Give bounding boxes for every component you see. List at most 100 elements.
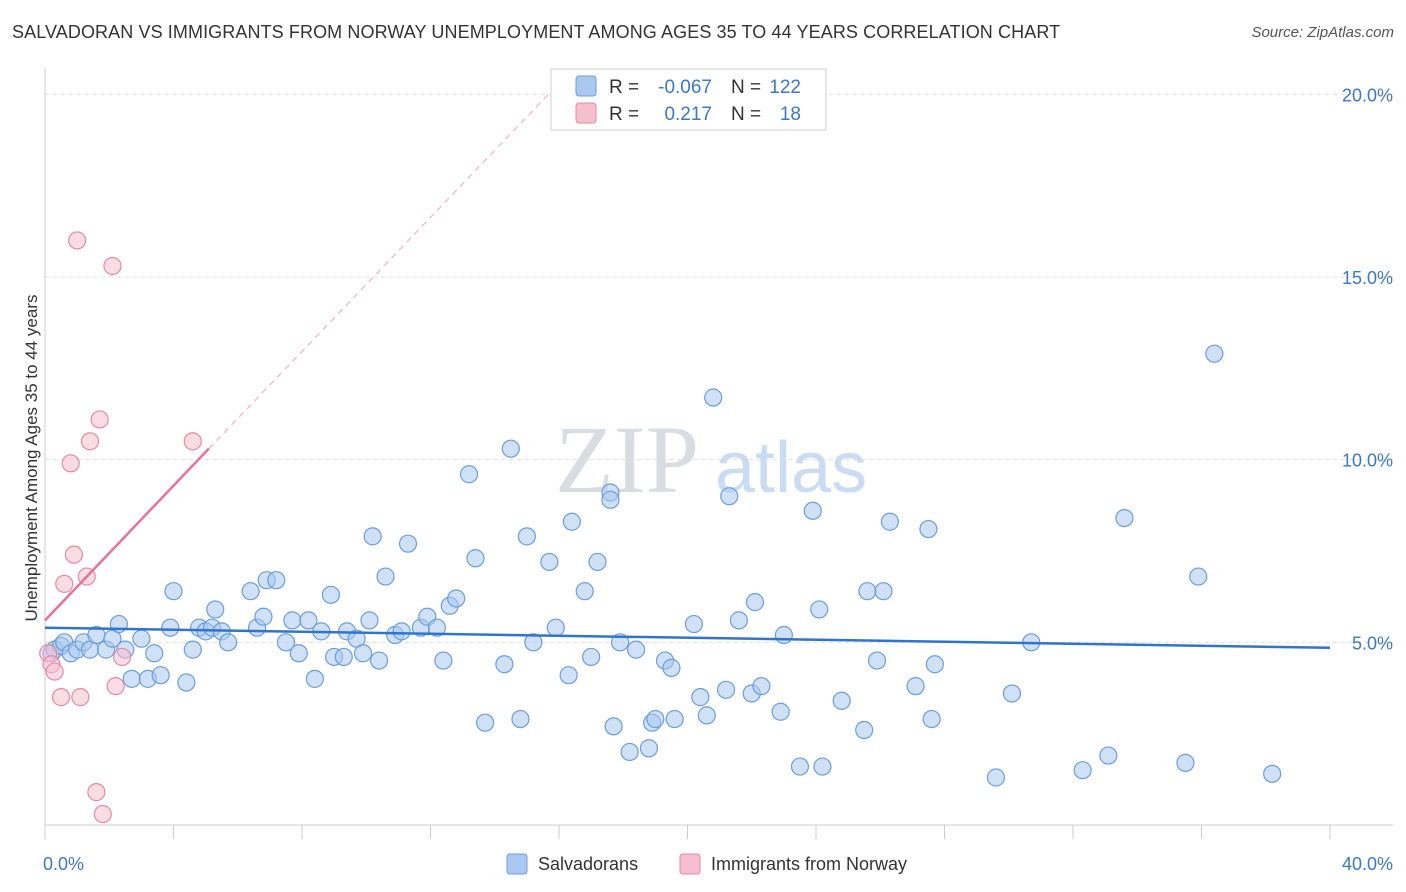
series-immigrants-from-norway — [39, 231, 202, 824]
salvadoran-point — [299, 611, 318, 630]
salvadoran-point — [858, 582, 877, 601]
legend-swatch-norway — [679, 853, 701, 875]
salvadoran-point — [540, 552, 559, 572]
norway-point — [112, 647, 132, 667]
norway-trend-extension — [208, 82, 560, 450]
norway-point — [45, 662, 64, 681]
salvadoran-point — [241, 582, 260, 601]
grid — [45, 93, 1393, 643]
salvadoran-point — [906, 677, 925, 696]
norway-point — [90, 410, 109, 429]
salvadoran-point — [575, 582, 594, 601]
salvadoran-point — [925, 655, 944, 674]
trend-lines — [44, 82, 1331, 650]
series-salvadorans — [42, 344, 1282, 787]
legend-r-label: R = — [609, 77, 639, 98]
salvadoran-point — [1099, 746, 1118, 765]
salvadoran-point — [466, 549, 485, 568]
norway-point — [183, 432, 202, 451]
salvadoran-point — [177, 673, 196, 692]
salvadoran-point — [665, 709, 684, 729]
salvadoran-point — [697, 706, 716, 725]
legend-swatch-pink — [575, 102, 597, 124]
salvadoran-point — [919, 519, 938, 539]
source-credit: Source: ZipAtlas.com — [1251, 24, 1394, 41]
salvadoran-point — [164, 582, 183, 601]
legend-r-value: 0.217 — [664, 104, 712, 125]
salvadoran-point — [880, 512, 899, 531]
norway-point — [87, 783, 106, 802]
norway-point — [51, 688, 71, 707]
salvadoran-point — [867, 651, 887, 670]
legend-r-label: R = — [609, 104, 639, 125]
norway-point — [61, 454, 80, 473]
salvadoran-point — [610, 633, 630, 652]
salvadoran-point — [720, 487, 739, 506]
salvadoran-point — [434, 651, 453, 670]
legend-r-value: -0.067 — [658, 77, 712, 98]
series-legend: Salvadorans Immigrants from Norway — [506, 853, 907, 875]
norway-trend-line — [44, 447, 210, 622]
legend-n-value: 122 — [769, 77, 801, 98]
legend-swatch-salvadorans — [506, 853, 528, 875]
salvadoran-point — [604, 717, 623, 736]
salvadoran-point — [305, 669, 324, 688]
salvadoran-point — [206, 600, 225, 619]
salvadoran-point — [803, 501, 822, 520]
chart-title: SALVADORAN VS IMMIGRANTS FROM NORWAY UNE… — [12, 22, 1061, 42]
norway-point — [80, 432, 100, 451]
salvadoran-point — [774, 625, 793, 645]
salvadorans-trend-line — [44, 626, 1331, 650]
norway-point — [68, 231, 87, 250]
watermark-atlas: atlas — [715, 428, 867, 508]
norway-point — [55, 574, 74, 593]
salvadoran-point — [684, 614, 704, 634]
salvadoran-point — [511, 709, 530, 729]
salvadoran-point — [745, 593, 765, 612]
legend-box — [550, 68, 827, 131]
salvadoran-point — [254, 607, 273, 626]
salvadoran-point — [790, 757, 810, 776]
stats-legend: R = -0.067 N = 122 R = 0.217 N = 18 — [550, 68, 827, 131]
salvadoran-point — [219, 633, 238, 652]
salvadoran-point — [376, 567, 395, 586]
salvadoran-point — [161, 618, 180, 637]
salvadoran-point — [813, 757, 832, 776]
salvadoran-point — [559, 666, 578, 685]
salvadoran-point — [334, 647, 353, 667]
salvadoran-point — [691, 688, 710, 707]
salvadoran-point — [1189, 567, 1208, 586]
salvadoran-point — [771, 702, 790, 721]
y-tick-labels: 5.0% 10.0% 15.0% 20.0% — [1342, 85, 1393, 653]
salvadoran-point — [132, 629, 151, 648]
salvadoran-point — [370, 651, 389, 670]
salvadoran-point — [562, 512, 581, 531]
norway-point — [93, 804, 112, 824]
salvadoran-point — [729, 611, 749, 630]
salvadoran-point — [874, 582, 893, 601]
salvadoran-point — [986, 768, 1006, 787]
legend-n-label: N = — [731, 104, 761, 125]
salvadoran-point — [151, 666, 170, 685]
salvadoran-point — [855, 720, 874, 740]
salvadoran-point — [321, 585, 341, 604]
salvadoran-point — [704, 388, 723, 407]
salvadoran-point — [289, 644, 308, 663]
salvadoran-point — [276, 633, 296, 652]
norway-point — [64, 545, 84, 564]
salvadoran-point — [447, 589, 466, 608]
watermark: ZIP atlas — [555, 406, 867, 513]
salvadoran-point — [582, 647, 601, 667]
x-tick-labels: 0.0% 40.0% — [43, 854, 1393, 874]
salvadoran-point — [546, 618, 565, 637]
salvadoran-point — [1205, 344, 1224, 363]
y-tick-label: 10.0% — [1342, 451, 1393, 471]
salvadoran-point — [832, 691, 851, 710]
salvadoran-point — [752, 677, 771, 696]
y-tick-label: 20.0% — [1342, 85, 1393, 105]
salvadoran-point — [601, 490, 620, 509]
salvadoran-point — [353, 644, 373, 663]
salvadoran-point — [398, 534, 418, 553]
y-tick-label: 15.0% — [1342, 268, 1393, 288]
